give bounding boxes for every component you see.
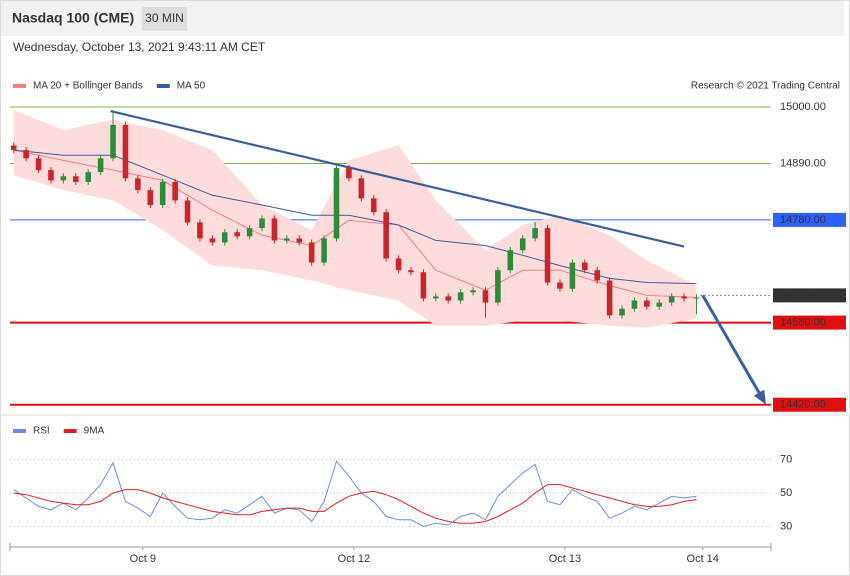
timestamp: Wednesday, October 13, 2021 9:43:11 AM C… bbox=[13, 40, 266, 54]
candle-body bbox=[581, 262, 588, 271]
legend-swatch bbox=[63, 429, 77, 433]
level-label: 14580.00 bbox=[780, 316, 826, 328]
candle-body bbox=[383, 212, 389, 259]
x-tick-label: Oct 12 bbox=[338, 553, 370, 565]
bollinger-band bbox=[13, 110, 697, 328]
legend-swatch bbox=[13, 84, 26, 88]
candle-body bbox=[495, 270, 501, 303]
candle-body bbox=[172, 181, 178, 201]
candle-body bbox=[693, 297, 700, 299]
candle-body bbox=[184, 200, 191, 223]
candle-body bbox=[681, 296, 687, 299]
legend-label: MA 50 bbox=[177, 81, 206, 92]
candle-body bbox=[457, 292, 464, 301]
candle-body bbox=[333, 168, 340, 239]
candle-body bbox=[85, 172, 92, 182]
level-label: 14633.00 bbox=[780, 289, 826, 301]
candle-body bbox=[606, 280, 613, 316]
x-tick-label: Oct 9 bbox=[130, 553, 156, 565]
candle-body bbox=[594, 270, 600, 281]
candle-body bbox=[644, 300, 650, 307]
level-label: 15000.00 bbox=[780, 101, 826, 113]
credit: Research © 2021 Trading Central bbox=[691, 81, 840, 92]
candle-body bbox=[73, 176, 79, 182]
forecast-arrow bbox=[701, 294, 761, 394]
interval-badge[interactable] bbox=[142, 7, 187, 31]
candle-body bbox=[23, 150, 29, 159]
candle-body bbox=[60, 176, 67, 181]
candle-body bbox=[619, 308, 625, 316]
legend-label: RSI bbox=[33, 426, 50, 437]
level-label-box bbox=[773, 397, 846, 412]
candle-body bbox=[246, 228, 253, 237]
candle-body bbox=[221, 232, 228, 243]
candle-body bbox=[259, 218, 265, 229]
rsi-line bbox=[13, 484, 697, 524]
candle-body bbox=[346, 168, 352, 179]
candle-body bbox=[35, 158, 42, 171]
candle-body bbox=[234, 232, 240, 237]
candle-body bbox=[122, 124, 129, 179]
y-tick-label: 70 bbox=[780, 453, 792, 465]
candle-body bbox=[656, 302, 663, 307]
header-bar bbox=[1, 1, 844, 36]
candle-body bbox=[209, 238, 216, 243]
candle-body bbox=[308, 242, 315, 263]
candle-body bbox=[110, 124, 116, 159]
legend-swatch bbox=[13, 429, 26, 433]
level-label-box bbox=[773, 212, 846, 227]
candle-body bbox=[159, 181, 166, 206]
candle-body bbox=[557, 282, 563, 289]
candle-body bbox=[10, 145, 17, 151]
legend-label: 9MA bbox=[84, 426, 105, 437]
candle-body bbox=[470, 290, 476, 293]
candle-body bbox=[532, 228, 538, 239]
candle-body bbox=[569, 262, 576, 289]
level-label: 14780.00 bbox=[780, 214, 826, 226]
candle-body bbox=[370, 198, 377, 213]
legend-label: MA 20 + Bollinger Bands bbox=[33, 81, 143, 92]
candle-body bbox=[482, 290, 489, 303]
level-label-box bbox=[773, 315, 846, 330]
legend-swatch bbox=[156, 84, 170, 88]
candle-body bbox=[544, 228, 551, 283]
trendline bbox=[110, 110, 685, 248]
level-label-box bbox=[773, 288, 846, 303]
title: Nasdaq 100 (CME) bbox=[12, 10, 134, 26]
x-tick-label: Oct 13 bbox=[549, 553, 581, 565]
candle-body bbox=[296, 238, 303, 243]
candle-body bbox=[433, 296, 439, 299]
candle-body bbox=[668, 296, 675, 303]
candle-body bbox=[97, 158, 104, 173]
candle-body bbox=[271, 218, 278, 241]
arrow-head bbox=[753, 389, 767, 405]
candle-body bbox=[445, 296, 452, 301]
candle-body bbox=[395, 258, 402, 271]
y-tick-label: 30 bbox=[780, 520, 792, 532]
candle-body bbox=[358, 178, 365, 199]
candle-body bbox=[197, 222, 203, 239]
candle-body bbox=[507, 250, 514, 271]
rsi-line bbox=[13, 460, 697, 528]
y-tick-label: 50 bbox=[780, 487, 792, 499]
candle-body bbox=[147, 190, 154, 206]
candle-body bbox=[408, 270, 414, 273]
candle-body bbox=[135, 178, 141, 191]
candle-body bbox=[420, 272, 427, 299]
level-label: 14890.00 bbox=[780, 157, 826, 169]
x-tick-label: Oct 14 bbox=[687, 553, 719, 565]
candle-body bbox=[48, 170, 54, 181]
candle-body bbox=[631, 300, 638, 309]
level-label: 14420.00 bbox=[780, 399, 826, 411]
candle-body bbox=[519, 238, 526, 251]
candle-body bbox=[284, 238, 290, 241]
candle-body bbox=[321, 238, 327, 263]
interval: 30 MIN bbox=[145, 11, 184, 25]
